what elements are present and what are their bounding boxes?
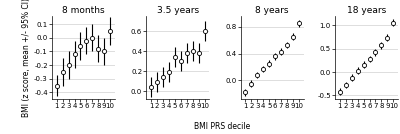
Title: 8 years: 8 years [256, 6, 289, 15]
Title: 3.5 years: 3.5 years [157, 6, 199, 15]
Title: 18 years: 18 years [347, 6, 386, 15]
Text: BMI PRS decile: BMI PRS decile [194, 122, 250, 131]
Title: 8 months: 8 months [62, 6, 105, 15]
Y-axis label: BMI (z score, mean +/- 95% CI): BMI (z score, mean +/- 95% CI) [22, 0, 31, 117]
